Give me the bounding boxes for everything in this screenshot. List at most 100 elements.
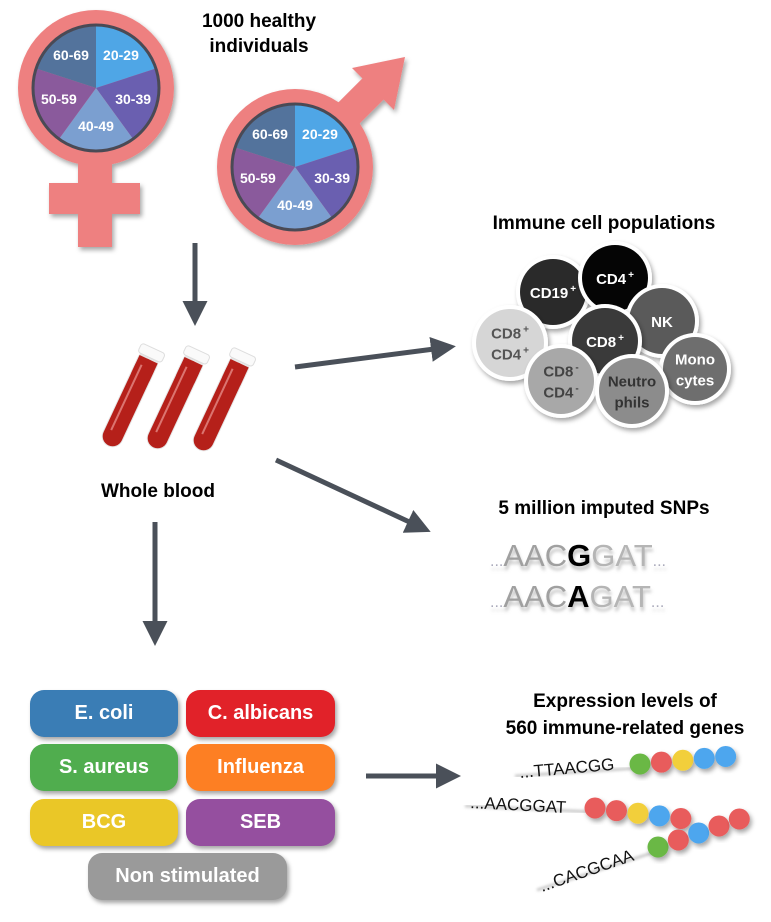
cell-label-superscript: + — [523, 346, 529, 357]
arrow-blood-to-cells — [294, 337, 456, 370]
stimulus-bcg[interactable]: BCG — [30, 799, 178, 846]
stimulus-label: C. albicans — [207, 702, 314, 724]
male-pie-slice-50-59 — [232, 147, 295, 218]
bead-blue — [693, 747, 715, 769]
arrow-blood-to-snps — [274, 457, 431, 533]
cell-label: Neutro — [608, 374, 656, 391]
male-age-label: 40-49 — [277, 197, 313, 213]
cell-label: CD8 — [491, 326, 521, 343]
stimulus-label: SEB — [239, 811, 282, 833]
female-pie-slice-50-59 — [33, 68, 96, 139]
sequence-text: ...CACGCAA — [537, 846, 637, 896]
snp-sequence-row: ...AACGGAT... — [490, 538, 666, 573]
bead-green — [647, 836, 669, 858]
female-pie-slice-30-39 — [96, 68, 159, 139]
stimulus-e-coli[interactable]: E. coli — [30, 690, 178, 737]
cell-label: CD8 — [586, 334, 616, 351]
bead-blue — [688, 822, 710, 844]
male-pie-slice-40-49 — [257, 167, 333, 231]
male-pie-slice-20-29 — [295, 104, 355, 167]
expression-sequence: ...TTAACGG — [514, 746, 737, 782]
snp-allele: A — [567, 579, 589, 614]
cell-cd4: CD4 + — [578, 241, 652, 315]
male-pie-slice-30-39 — [295, 147, 358, 218]
whole-blood-label: Whole blood — [101, 481, 215, 502]
female-pie-border — [31, 23, 161, 153]
cell-cd8cd4-double-positive: CD8 +CD4 + — [472, 305, 548, 381]
cell-label-superscript: + — [523, 325, 529, 336]
cell-label: cytes — [676, 373, 714, 390]
bead-red — [584, 797, 606, 819]
stimulus-influenza[interactable]: Influenza — [186, 744, 335, 791]
cell-label: Mono — [675, 352, 715, 369]
female-age-label: 30-39 — [115, 91, 151, 107]
male-age-label: 50-59 — [240, 170, 276, 186]
female-pie-slice-60-69 — [36, 25, 96, 88]
cell-monocytes: Mono cytes — [659, 333, 731, 405]
blood-tube — [192, 347, 256, 452]
cohort-title-line1: 1000 healthy — [202, 11, 316, 32]
expression-title-line2: 560 immune-related genes — [506, 718, 745, 739]
cell-label: phils — [614, 395, 649, 412]
sequence-text: ...TTAACGG — [519, 755, 615, 782]
stimulus-c-albicans[interactable]: C. albicans — [186, 690, 335, 737]
stimulus-s-aureus[interactable]: S. aureus — [30, 744, 178, 791]
cell-label: NK — [651, 314, 673, 331]
female-age-label: 60-69 — [53, 47, 89, 63]
bead-yellow — [672, 749, 694, 771]
bead-blue — [648, 805, 670, 827]
snp-sequence-text: ...AACAGAT... — [490, 579, 664, 614]
cell-label: CD4 — [596, 271, 627, 288]
stimulus-label: BCG — [81, 811, 127, 833]
stimulus-non-stimulated[interactable]: Non stimulated — [88, 853, 287, 900]
stimulus-label: Influenza — [217, 756, 304, 778]
snp-allele: G — [567, 538, 591, 573]
female-age-label: 50-59 — [41, 91, 77, 107]
bead-blue — [715, 746, 737, 768]
cell-label-superscript: + — [628, 270, 634, 281]
expression-title-line1: Expression levels of — [533, 691, 717, 712]
blood-tube — [101, 343, 165, 448]
cell-label-superscript: + — [618, 333, 624, 344]
cell-cd19: CD19 + — [516, 255, 590, 329]
blood-tube — [146, 345, 210, 450]
expression-sequence: ...AACGGAT — [464, 793, 692, 830]
male-age-label: 20-29 — [302, 126, 338, 142]
male-age-label: 30-39 — [314, 170, 350, 186]
bead-green — [629, 753, 651, 775]
bead-red — [667, 829, 689, 851]
blood-tubes-icon — [101, 343, 256, 452]
snp-sequence-text: ...AACGGAT... — [490, 538, 666, 573]
bead-red — [670, 808, 692, 830]
male-age-label: 60-69 — [252, 126, 288, 142]
cell-label-superscript: + — [570, 284, 576, 295]
cell-cd8cd4-double-negative: CD8 -CD4- — [524, 344, 598, 418]
cell-label: CD19 — [530, 285, 568, 302]
bead-red — [605, 800, 627, 822]
cell-label-superscript: - — [575, 384, 578, 395]
snp-sequence-row: ...AACAGAT... — [490, 579, 664, 614]
female-pie-slice-20-29 — [96, 25, 156, 88]
stimulus-label: E. coli — [74, 702, 134, 724]
snp-sequences: ...AACGGAT... ...AACAGAT... — [490, 538, 666, 614]
cell-label: CD4 — [543, 385, 574, 402]
female-age-label: 40-49 — [78, 118, 114, 134]
cell-label: CD4 — [491, 347, 522, 364]
immune-cells-title: Immune cell populations — [493, 213, 716, 234]
bead-yellow — [627, 802, 649, 824]
bead-red — [650, 751, 672, 773]
cell-label: CD8 — [543, 364, 573, 381]
female-pie-slice-40-49 — [58, 88, 134, 151]
female-age-label: 20-29 — [103, 47, 139, 63]
male-pie-border — [230, 102, 360, 232]
male-pie-slice-60-69 — [235, 104, 295, 167]
sequence-text: ...AACGGAT — [470, 793, 567, 817]
stimulus-label: S. aureus — [58, 756, 150, 778]
stimulus-seb[interactable]: SEB — [186, 799, 335, 846]
cell-neutrophils: Neutro phils — [595, 354, 669, 428]
cohort-title-line2: individuals — [209, 36, 308, 57]
